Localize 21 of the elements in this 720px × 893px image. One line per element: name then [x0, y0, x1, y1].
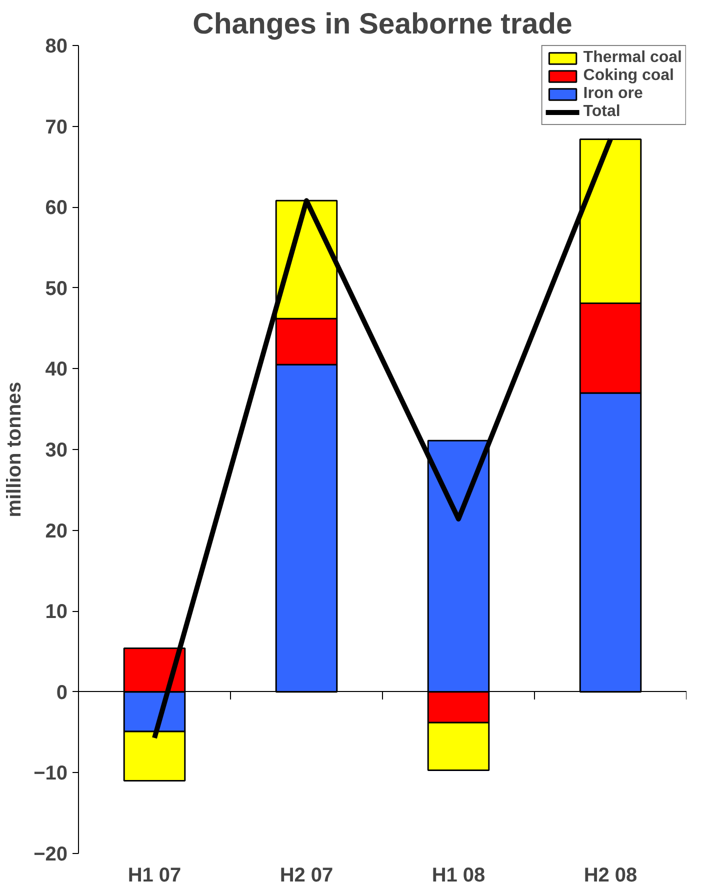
y-axis-title: million tonnes [4, 382, 26, 518]
y-tick-label: 80 [45, 36, 68, 58]
legend-label: Thermal coal [583, 49, 682, 67]
y-tick-label: 10 [45, 601, 68, 624]
y-tick-label: 20 [45, 520, 68, 542]
x-tick-label: H2 07 [280, 864, 334, 886]
legend-label: Total [583, 103, 620, 121]
y-tick-label: −10 [34, 762, 68, 785]
legend-label: Iron ore [583, 85, 643, 103]
x-tick-label: H1 07 [128, 864, 182, 886]
x-tick-label: H2 08 [584, 864, 638, 886]
y-tick-label: 0 [56, 682, 68, 704]
y-tick-label: 50 [45, 278, 68, 300]
y-tick-label: 40 [45, 358, 68, 381]
x-tick-label: H1 08 [432, 864, 486, 886]
legend-label: Coking coal [583, 67, 674, 85]
y-tick-label: −20 [34, 844, 68, 866]
y-tick-label: 70 [45, 116, 68, 138]
y-tick-label: 30 [45, 440, 68, 462]
chart-title: Changes in Seaborne trade [192, 8, 572, 40]
y-tick-label: 60 [45, 197, 68, 220]
